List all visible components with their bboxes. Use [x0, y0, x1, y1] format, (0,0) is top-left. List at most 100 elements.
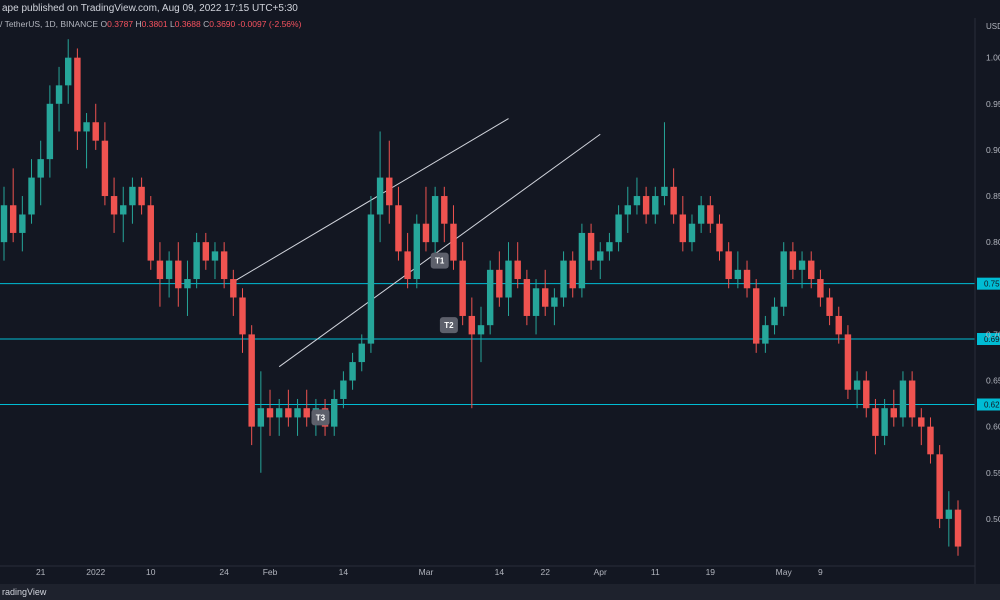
candle[interactable] [358, 334, 365, 372]
candle[interactable] [697, 196, 705, 233]
candle[interactable] [220, 242, 228, 289]
candle[interactable] [138, 177, 145, 215]
candle[interactable] [523, 269, 531, 326]
candle[interactable] [266, 389, 274, 436]
candle[interactable] [688, 214, 696, 252]
candle[interactable] [248, 325, 255, 446]
candle[interactable] [734, 251, 742, 289]
candle[interactable] [55, 66, 63, 132]
candle[interactable] [615, 205, 622, 252]
candle[interactable] [762, 315, 769, 353]
candle[interactable] [303, 389, 310, 427]
candle[interactable] [918, 408, 925, 446]
candle[interactable] [110, 177, 118, 233]
candle[interactable] [331, 389, 338, 436]
candle[interactable] [74, 48, 81, 150]
candle[interactable] [597, 242, 604, 280]
candle[interactable] [19, 196, 26, 252]
candle[interactable] [294, 398, 301, 436]
candle[interactable] [413, 214, 420, 289]
candle[interactable] [46, 85, 54, 178]
candle[interactable] [230, 269, 237, 316]
candle[interactable] [211, 242, 219, 280]
candle[interactable] [459, 242, 466, 326]
candle[interactable] [808, 251, 815, 289]
candle[interactable] [725, 242, 732, 289]
candle[interactable] [386, 140, 393, 224]
candle[interactable] [165, 251, 173, 298]
candle[interactable] [477, 306, 485, 363]
candle[interactable] [716, 214, 723, 261]
candle[interactable] [404, 232, 411, 289]
candle[interactable] [28, 159, 35, 224]
candle[interactable] [587, 223, 595, 270]
candle[interactable] [376, 131, 384, 243]
candle[interactable] [954, 500, 962, 556]
annotation-tag[interactable]: T3 [311, 409, 330, 426]
candle[interactable] [101, 122, 109, 206]
candle[interactable] [771, 297, 778, 335]
candle[interactable] [817, 269, 824, 307]
candle[interactable] [129, 177, 136, 224]
candle[interactable] [349, 352, 356, 390]
candle[interactable] [92, 103, 99, 150]
candle[interactable] [578, 223, 586, 298]
candle[interactable] [890, 389, 897, 427]
candle[interactable] [431, 186, 439, 261]
candle[interactable] [65, 39, 72, 104]
candle[interactable] [257, 371, 265, 473]
candle[interactable] [340, 371, 347, 409]
candle[interactable] [853, 371, 861, 409]
candle[interactable] [496, 251, 503, 307]
candle[interactable] [872, 398, 879, 455]
candle[interactable] [844, 325, 852, 399]
candle[interactable] [147, 196, 154, 270]
candle[interactable] [184, 260, 191, 316]
candle[interactable] [936, 445, 943, 529]
candle[interactable] [881, 398, 888, 446]
candle[interactable] [441, 186, 448, 243]
candle[interactable] [275, 398, 283, 436]
candle[interactable] [0, 186, 8, 261]
candle[interactable] [798, 251, 806, 289]
candle[interactable] [835, 306, 842, 344]
candle[interactable] [945, 491, 953, 547]
candle[interactable] [606, 232, 613, 261]
candle[interactable] [532, 279, 540, 335]
candle[interactable] [642, 186, 650, 224]
candle[interactable] [156, 242, 164, 307]
candle[interactable] [9, 168, 17, 243]
candle[interactable] [780, 242, 787, 316]
candle[interactable] [239, 288, 246, 353]
candle[interactable] [652, 186, 659, 224]
trendline[interactable] [278, 133, 601, 368]
candle[interactable] [826, 288, 833, 326]
candle[interactable] [908, 371, 916, 427]
candle[interactable] [789, 242, 797, 280]
candle[interactable] [551, 288, 558, 326]
candle[interactable] [202, 232, 210, 270]
candle[interactable] [743, 260, 751, 298]
candle[interactable] [450, 205, 457, 270]
candle[interactable] [514, 242, 521, 289]
candle[interactable] [752, 279, 760, 353]
candle[interactable] [899, 371, 907, 427]
candle[interactable] [505, 242, 512, 316]
candle[interactable] [863, 371, 870, 418]
candle[interactable] [661, 122, 668, 206]
candle[interactable] [486, 260, 494, 335]
candle[interactable] [927, 417, 934, 464]
candle[interactable] [37, 140, 44, 206]
candle[interactable] [707, 196, 714, 233]
candle[interactable] [624, 186, 631, 233]
candle[interactable] [83, 113, 90, 169]
candle[interactable] [285, 389, 292, 427]
candle[interactable] [422, 186, 430, 252]
candle[interactable] [193, 232, 200, 289]
candle[interactable] [175, 242, 182, 307]
candle[interactable] [560, 251, 567, 307]
candle[interactable] [679, 196, 687, 252]
candle[interactable] [395, 186, 402, 261]
candle[interactable] [120, 186, 127, 243]
